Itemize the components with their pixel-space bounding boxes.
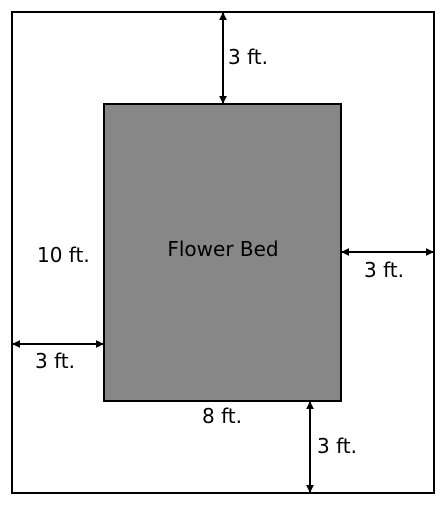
left-margin-label: 3 ft. xyxy=(35,349,75,373)
bed-height-label: 10 ft. xyxy=(37,243,90,267)
right-margin-label: 3 ft. xyxy=(364,258,404,282)
top-margin-label: 3 ft. xyxy=(228,45,268,69)
bed-width-label: 8 ft. xyxy=(202,404,242,428)
bottom-margin-label: 3 ft. xyxy=(317,434,357,458)
flower-bed-label: Flower Bed xyxy=(167,237,278,261)
flower-bed xyxy=(103,103,342,402)
